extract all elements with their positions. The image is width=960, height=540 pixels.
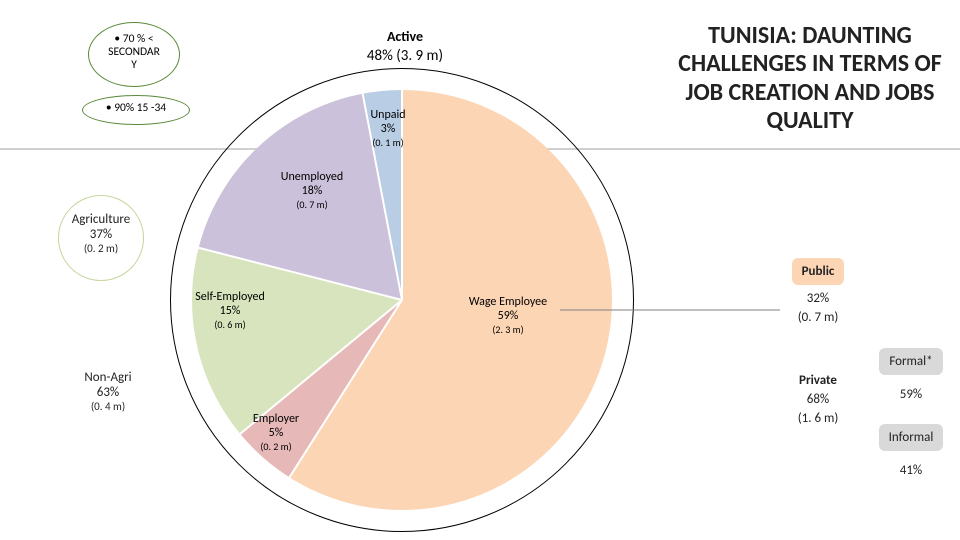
slice-pct: 5% [226, 426, 326, 440]
slice-count: (0. 6 m) [180, 318, 280, 331]
agri-pct: 37% [59, 227, 143, 242]
slice-label-self_employed: Self-Employed15%(0. 6 m) [180, 290, 280, 331]
nonagri-label: Non-Agri [68, 370, 148, 385]
formal-label: Formal* [879, 348, 942, 375]
slice-count: (2. 3 m) [458, 323, 558, 336]
nonagri-block: Non-Agri 63% (0. 4 m) [68, 370, 148, 413]
slice-name: Wage Employee [458, 295, 558, 309]
active-stat: 48% (3. 9 m) [350, 47, 460, 65]
slice-label-unpaid: Unpaid3%(0. 1 m) [338, 108, 438, 149]
slice-label-wage_employee: Wage Employee59%(2. 3 m) [458, 295, 558, 336]
private-count: (1. 6 m) [778, 411, 858, 426]
agri-label: Agriculture [59, 212, 143, 227]
slice-pct: 59% [458, 309, 558, 323]
formal-pct: 59% [872, 387, 950, 402]
bubble-age: • 90% 15 -34 [82, 95, 190, 125]
slice-count: (0. 1 m) [338, 136, 438, 149]
slice-pct: 15% [180, 304, 280, 318]
informal-label: Informal [879, 424, 944, 451]
informal-pct: 41% [872, 463, 950, 478]
nonagri-pct: 63% [68, 385, 148, 400]
slice-pct: 3% [338, 122, 438, 136]
slice-pct: 18% [262, 184, 362, 198]
slice-name: Unpaid [338, 108, 438, 122]
slice-label-unemployed: Unemployed18%(0. 7 m) [262, 170, 362, 211]
slice-label-employer: Employer5%(0. 2 m) [226, 412, 326, 453]
private-pct: 68% [778, 392, 858, 407]
slice-count: (0. 2 m) [226, 440, 326, 453]
agri-circle: Agriculture 37% (0. 2 m) [58, 195, 144, 281]
bubble-secondary: • 70 % < SECONDAR Y [88, 22, 180, 87]
slice-name: Self-Employed [180, 290, 280, 304]
slice-name: Employer [226, 412, 326, 426]
active-block: Active 48% (3. 9 m) [350, 28, 460, 65]
slice-count: (0. 7 m) [262, 198, 362, 211]
active-label: Active [350, 28, 460, 45]
bubble-secondary-l3: Y [89, 59, 179, 72]
public-private-block: Public 32% (0. 7 m) Private 68% (1. 6 m) [778, 258, 858, 426]
public-heading: Public [792, 258, 845, 285]
slice-name: Unemployed [262, 170, 362, 184]
agri-count: (0. 2 m) [59, 242, 143, 255]
nonagri-count: (0. 4 m) [68, 400, 148, 413]
formal-informal-block: Formal* 59% Informal 41% [872, 348, 950, 478]
public-count: (0. 7 m) [778, 310, 858, 325]
private-heading: Private [778, 373, 858, 388]
page-title: TUNISIA: DAUNTING CHALLENGES IN TERMS OF… [670, 22, 950, 135]
public-pct: 32% [778, 291, 858, 306]
